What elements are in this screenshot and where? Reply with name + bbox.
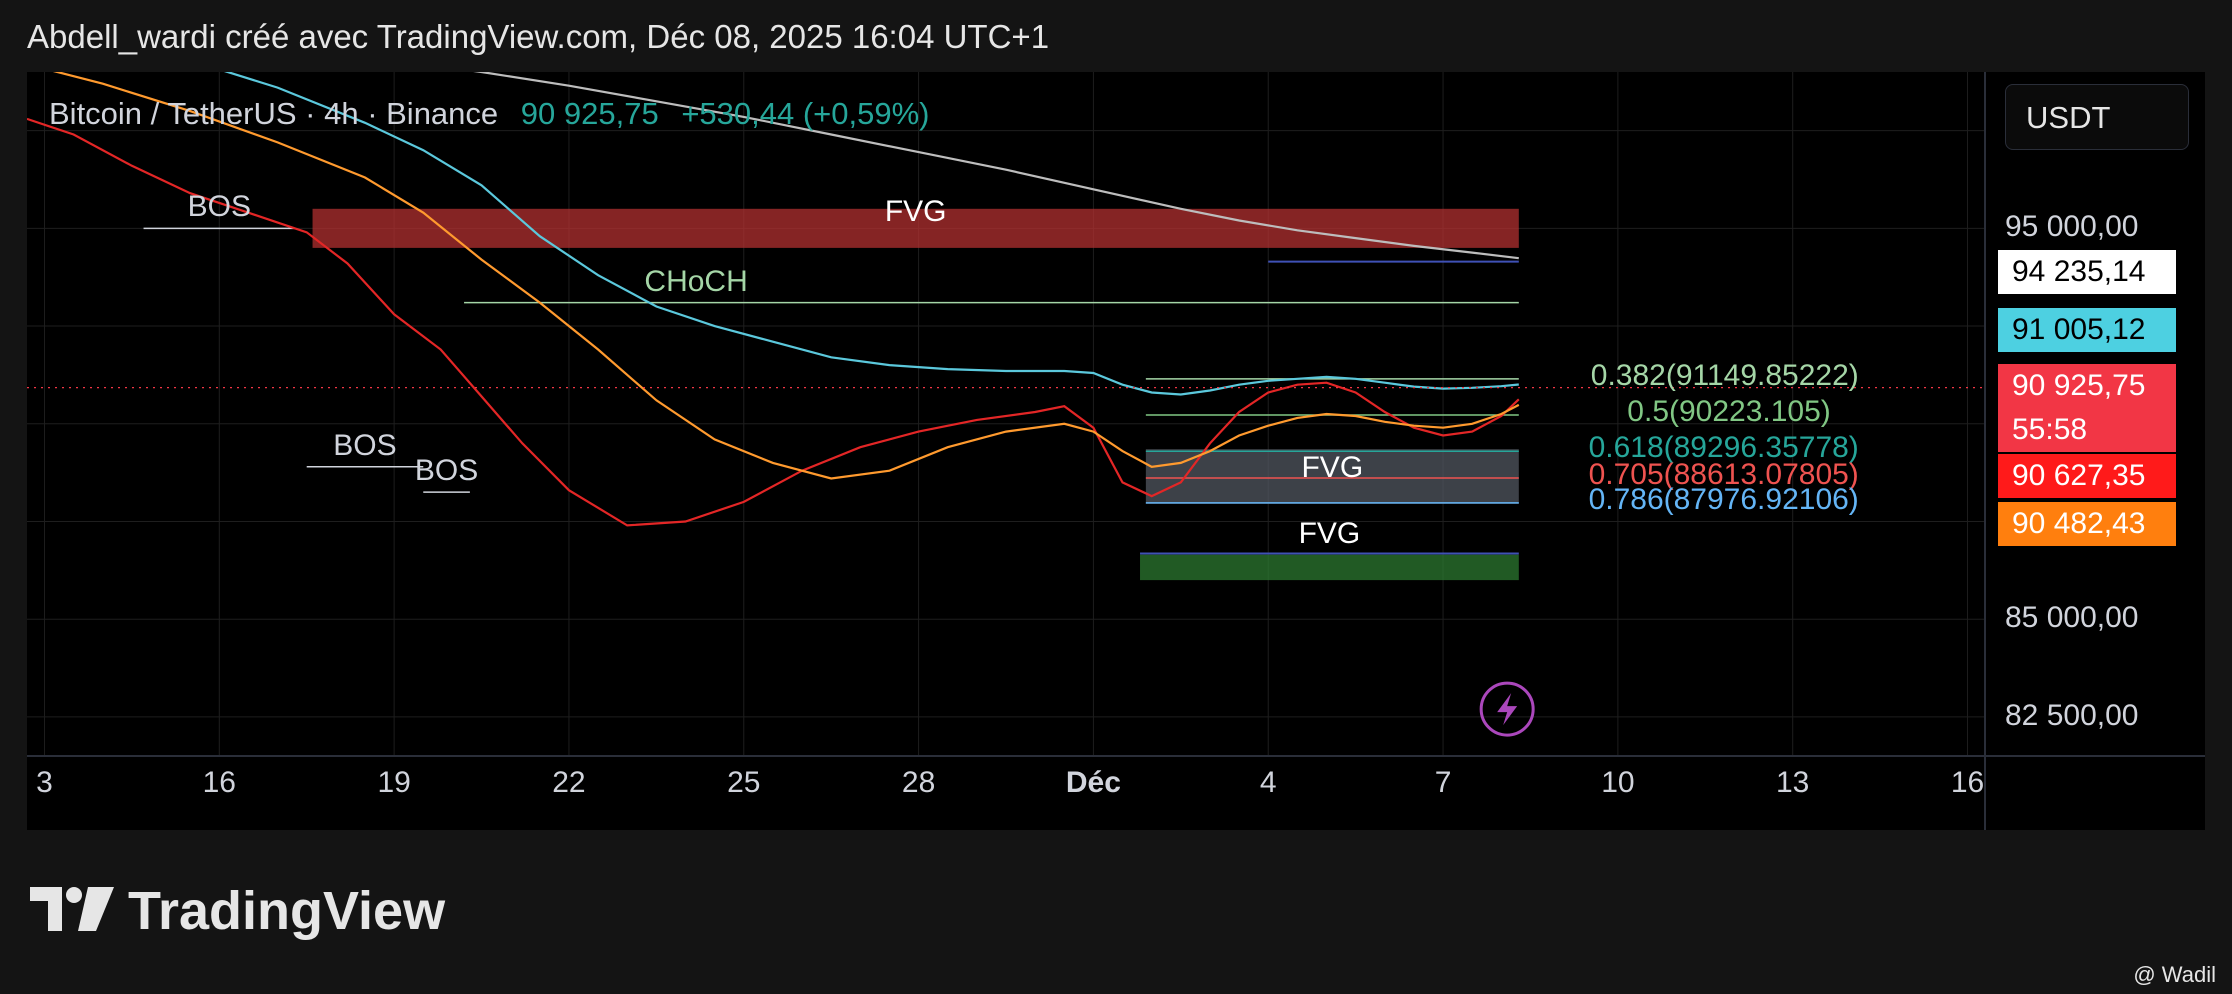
fib-label-0-618: 0.618(89296.35778) [1588,431,1859,465]
ma-cyan-price-label: 91 005,12 [1998,308,2176,352]
fvg-zone [1145,449,1519,504]
fib-label-0-382: 0.382(91149.85222) [1590,358,1859,392]
price-change: +530,44 (+0,59%) [681,96,930,131]
fib-label-0-705: 0.705(88613.07805) [1588,457,1859,491]
choch-label: CHoCH [644,264,748,298]
price-tick-label: 85 000,00 [2005,601,2139,635]
ma-grey-price-label: 94 235,14 [1998,250,2176,294]
price-tick-label: 95 000,00 [2005,210,2139,244]
fvg-label: FVG [884,194,947,228]
chart-panel[interactable]: Bitcoin / TetherUS · 4h · Binance 90 925… [27,72,2205,830]
moving-average-line [223,72,1519,396]
chart-caption: Abdell_wardi créé avec TradingView.com, … [27,18,1050,55]
last-price: 90 925,75 [520,96,659,131]
time-tick-label: 25 [727,766,761,799]
symbol-legend: Bitcoin / TetherUS · 4h · Binance 90 925… [49,96,930,132]
time-tick-label: 3 [36,766,53,799]
moving-average-line [27,117,1520,527]
fib-label-0-5: 0.5(90223.105) [1627,395,1831,429]
ma-orange-price-label: 90 482,43 [1998,502,2176,546]
time-tick-label: 7 [1434,766,1452,799]
bos-label: BOS [414,454,479,488]
time-tick-label: 4 [1259,766,1277,799]
tradingview-watermark: TradingView [30,880,445,946]
fib-label-0-786: 0.786(87976.92106) [1588,482,1859,516]
fvg-zone [1140,554,1519,581]
time-tick-label: 10 [1601,766,1635,799]
price-tick-label: 82 500,00 [2005,698,2139,732]
lightning-icon [1479,681,1535,737]
author-tag: @ Wadil [2133,962,2216,987]
moving-average-line [52,72,1520,480]
currency-button[interactable]: USDT [2005,84,2189,150]
fvg-label: FVG [1301,450,1364,484]
time-tick-label: 19 [377,766,411,799]
time-tick-label: 22 [552,766,586,799]
symbol-name: Bitcoin / TetherUS · 4h · Binance [49,96,499,131]
last-price-label: 90 925,75 [1998,364,2176,408]
brand-name: TradingView [128,881,446,941]
time-tick-label: 16 [1950,766,1985,799]
time-tick-label: 16 [202,766,236,799]
bos-label: BOS [333,428,397,462]
moving-average-line [473,72,1519,260]
ma-red-price-label: 90 627,35 [1998,454,2176,498]
fvg-label: FVG [1298,516,1361,550]
time-tick-label: 28 [901,766,936,799]
time-tick-label: 13 [1776,766,1810,799]
bar-countdown-label: 55:58 [1998,408,2176,452]
price-chart[interactable] [27,72,2205,830]
bos-label: BOS [187,190,251,224]
fvg-zone [312,208,1519,248]
tradingview-logo-icon [30,884,114,946]
time-tick-label: Déc [1065,766,1121,799]
